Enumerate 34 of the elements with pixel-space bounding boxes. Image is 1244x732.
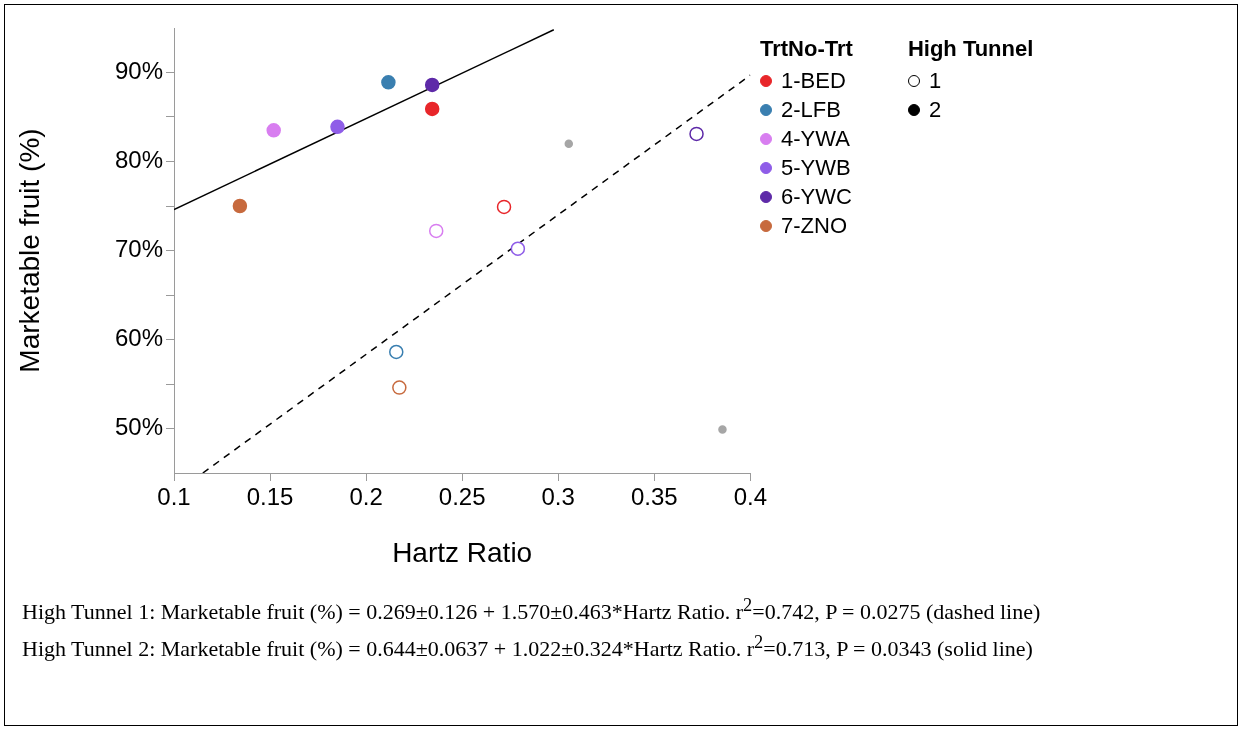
- x-tick-label: 0.25: [438, 483, 486, 511]
- x-tick-label: 0.3: [541, 483, 575, 511]
- y-tick-label: 80%: [114, 146, 163, 174]
- text: 2: [743, 595, 753, 615]
- point: [381, 75, 396, 90]
- point: [232, 198, 248, 214]
- legend-label: 7-ZNO: [781, 212, 847, 239]
- y-tick-label: 70%: [114, 235, 163, 263]
- x-tick-label: 0.1: [157, 483, 191, 511]
- legend-label: 4-YWA: [781, 125, 850, 152]
- text: High Tunnel: [907, 36, 1034, 61]
- point: [718, 425, 727, 434]
- y-tick-label: 50%: [114, 413, 163, 441]
- text: 2: [928, 96, 942, 122]
- point: [330, 119, 345, 135]
- y-tick-label: 90%: [114, 57, 163, 85]
- x-tick-label: 0.2: [349, 483, 383, 511]
- point: [266, 123, 281, 138]
- x-axis-title: Hartz Ratio: [392, 536, 533, 568]
- text: TrtNo-Trt: [760, 36, 853, 61]
- point: [424, 77, 440, 93]
- legend-label: 1-BED: [781, 67, 846, 94]
- text: 1: [928, 67, 942, 94]
- y-tick-label: 60%: [114, 324, 163, 352]
- x-tick-label: 0.4: [733, 483, 768, 511]
- legend-label: 2-LFB: [781, 96, 841, 123]
- x-tick-label: 0.35: [630, 483, 678, 511]
- point: [424, 101, 440, 117]
- legend-label: 5-YWB: [781, 154, 851, 181]
- y-axis-title: Marketable fruit (%): [13, 128, 45, 373]
- x-tick-label: 0.15: [246, 483, 294, 511]
- point: [564, 139, 574, 148]
- text: High Tunnel 2: Marketable fruit (%) = 0.644±0.0637 + 1.022±0.324*Hartz Ratio. r$^{2}$=0.713, P = 0.0343 (solid line): [22, 631, 1034, 664]
- legend-label: 6-YWC: [781, 183, 852, 210]
